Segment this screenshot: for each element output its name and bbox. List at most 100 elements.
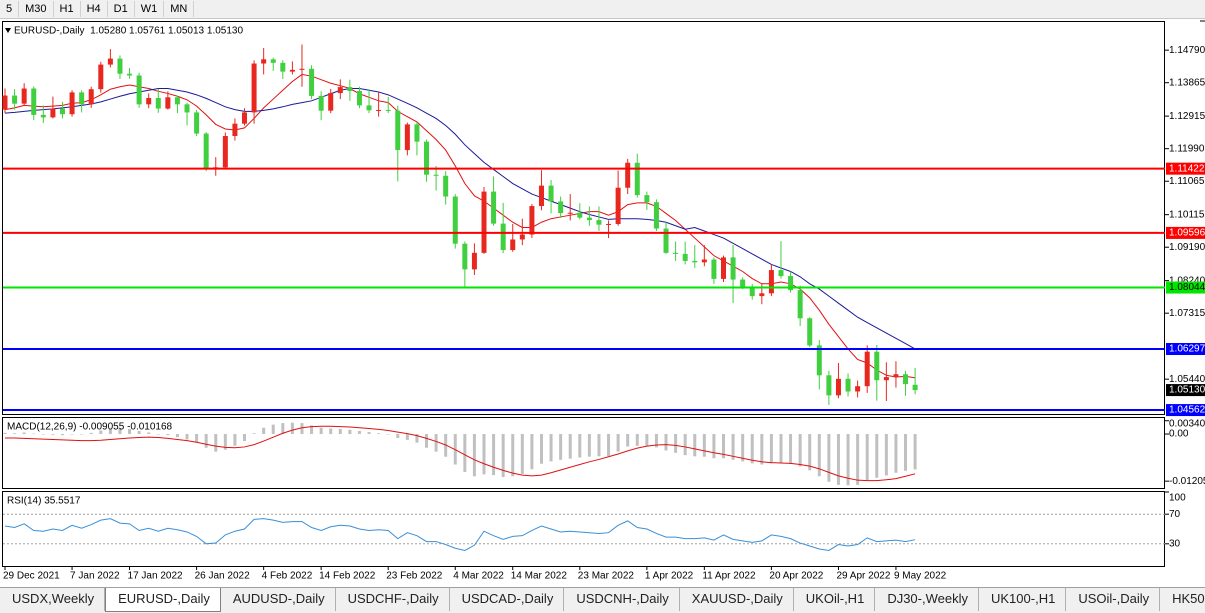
x-tick-label: 9 May 2022 bbox=[894, 571, 947, 582]
candle-body bbox=[203, 133, 209, 169]
chart-tab[interactable]: USDX,Weekly bbox=[0, 588, 106, 611]
macd-bar bbox=[856, 434, 860, 485]
macd-bar bbox=[539, 434, 543, 464]
macd-bar bbox=[348, 429, 352, 435]
x-tick-label: 7 Jan 2022 bbox=[70, 571, 120, 582]
candle-body bbox=[117, 58, 123, 74]
macd-bar bbox=[310, 425, 314, 435]
candle-body bbox=[107, 58, 113, 65]
candle-body bbox=[721, 257, 726, 279]
candle-body bbox=[730, 257, 736, 280]
candle-body bbox=[356, 90, 362, 106]
candle-body bbox=[807, 318, 813, 346]
y-tick-label: 70 bbox=[1169, 509, 1181, 520]
candle-body bbox=[194, 112, 200, 134]
macd-bar bbox=[472, 434, 476, 477]
y-tick-label: 1.13865 bbox=[1169, 77, 1205, 88]
timeframe-button[interactable]: MN bbox=[164, 1, 195, 17]
macd-bar bbox=[894, 434, 898, 473]
macd-bar bbox=[875, 434, 879, 478]
macd-bar bbox=[750, 434, 754, 464]
timeframe-button[interactable]: D1 bbox=[108, 1, 135, 17]
candle-body bbox=[529, 206, 535, 235]
level-label: 1.04562 bbox=[1169, 405, 1205, 416]
candle-body bbox=[289, 69, 295, 72]
candle-body bbox=[270, 59, 276, 63]
macd-bar bbox=[712, 434, 716, 459]
level-label-box bbox=[1166, 281, 1205, 294]
x-tick-label: 20 Apr 2022 bbox=[769, 571, 823, 582]
candle-body bbox=[797, 290, 803, 319]
candle-body bbox=[98, 64, 104, 90]
chart-tab[interactable]: USDCHF-,Daily bbox=[336, 588, 450, 611]
macd-bar bbox=[243, 434, 246, 442]
chart-tab[interactable]: UK100-,H1 bbox=[979, 588, 1067, 611]
last-price-box bbox=[1166, 384, 1205, 397]
candle-body bbox=[816, 345, 822, 376]
candle-body bbox=[826, 375, 832, 396]
chart-tab[interactable]: USDCAD-,Daily bbox=[450, 588, 565, 611]
candle-body bbox=[12, 95, 18, 104]
chart-tab[interactable]: XAUUSD-,Daily bbox=[680, 588, 794, 611]
timeframe-button[interactable]: 5 bbox=[0, 1, 20, 17]
x-tick-label: 4 Feb 2022 bbox=[262, 571, 313, 582]
macd-bar bbox=[118, 428, 122, 435]
candle-body bbox=[318, 95, 324, 111]
chart-tab[interactable]: EURUSD-,Daily bbox=[105, 588, 221, 612]
macd-bar bbox=[51, 434, 55, 435]
level-label-box bbox=[1166, 162, 1205, 175]
candle-body bbox=[577, 212, 583, 218]
candle-body bbox=[682, 253, 688, 261]
macd-bar bbox=[568, 434, 572, 459]
macd-bar bbox=[635, 434, 639, 446]
y-tick-label: 30 bbox=[1169, 538, 1181, 549]
candle-body bbox=[88, 89, 94, 105]
macd-bar bbox=[377, 433, 381, 435]
chart-tab[interactable]: USOil-,Daily bbox=[1066, 588, 1161, 611]
candle-body bbox=[146, 98, 152, 105]
macd-bar bbox=[836, 434, 840, 485]
timeframe-button[interactable]: H1 bbox=[54, 1, 81, 17]
y-tick-label: 1.08240 bbox=[1169, 275, 1205, 286]
macd-bar bbox=[913, 434, 917, 470]
candle-body bbox=[328, 93, 334, 111]
rsi-line bbox=[4, 518, 916, 551]
macd-bar bbox=[779, 434, 783, 463]
macd-bar bbox=[702, 434, 706, 457]
macd-bar bbox=[137, 430, 141, 435]
macd-bar bbox=[492, 434, 496, 476]
timeframe-button[interactable]: H4 bbox=[81, 1, 108, 17]
macd-bar bbox=[607, 434, 611, 456]
candle-body bbox=[31, 88, 37, 115]
y-tick-label: -0.01205 bbox=[1169, 476, 1205, 487]
level-label: 1.09596 bbox=[1169, 228, 1205, 239]
macd-bar bbox=[549, 434, 553, 462]
x-tick-label: 23 Mar 2022 bbox=[578, 571, 635, 582]
y-tick-label: 1.12915 bbox=[1169, 111, 1205, 122]
chart-tab[interactable]: UKOil-,H1 bbox=[794, 588, 876, 611]
macd-bar bbox=[654, 434, 658, 448]
candle-body bbox=[462, 243, 468, 270]
panel-title: RSI(14) 35.5517 bbox=[7, 496, 81, 507]
macd-bar bbox=[817, 434, 821, 477]
candle-body bbox=[883, 377, 889, 381]
macd-bar bbox=[166, 434, 170, 436]
chart-tab[interactable]: AUDUSD-,Daily bbox=[221, 588, 336, 611]
macd-bar bbox=[674, 434, 678, 453]
macd-bar bbox=[501, 434, 505, 478]
chart-tab[interactable]: DJ30-,Weekly bbox=[875, 588, 979, 611]
macd-bar bbox=[70, 434, 74, 435]
candle-body bbox=[586, 217, 592, 221]
chart-tab[interactable]: HK50-,H1 bbox=[1160, 588, 1205, 611]
macd-bar bbox=[281, 423, 285, 435]
timeframe-button[interactable]: W1 bbox=[135, 1, 165, 17]
candle-body bbox=[481, 191, 487, 253]
macd-bar bbox=[204, 434, 208, 448]
macd-bar bbox=[214, 434, 218, 452]
macd-bar bbox=[626, 434, 630, 447]
chart-tab[interactable]: USDCNH-,Daily bbox=[564, 588, 680, 611]
timeframe-button[interactable]: M30 bbox=[19, 1, 54, 17]
candle-body bbox=[21, 88, 27, 104]
level-label: 1.11422 bbox=[1169, 163, 1205, 174]
candle-body bbox=[251, 63, 257, 113]
